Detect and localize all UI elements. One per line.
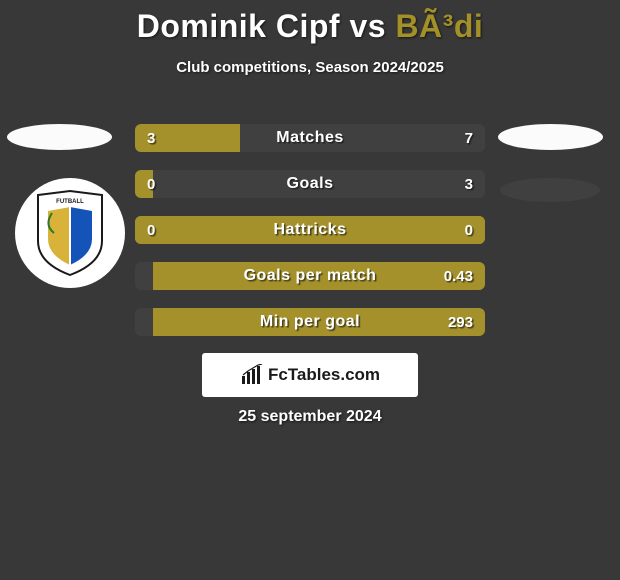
stat-bar-label: Matches bbox=[135, 124, 485, 152]
player2-name: BÃ³di bbox=[395, 8, 483, 44]
date-text: 25 september 2024 bbox=[0, 408, 620, 426]
stat-bar-right-value: 0.43 bbox=[444, 262, 473, 290]
logo-text: FcTables.com bbox=[268, 365, 380, 385]
stat-bar: Goals0 3 bbox=[135, 170, 485, 198]
stat-bar-left-value: 0 bbox=[147, 170, 155, 198]
club-crest-icon: FUTBALL bbox=[15, 178, 125, 288]
stats-bars: Matches37Goals03Hattricks00Goals per mat… bbox=[135, 124, 485, 354]
player2-club-placeholder-icon bbox=[500, 178, 600, 202]
stat-bar-label: Goals per match bbox=[135, 262, 485, 290]
barchart-icon bbox=[240, 364, 264, 386]
fctables-logo: FcTables.com bbox=[202, 353, 418, 397]
svg-text:FUTBALL: FUTBALL bbox=[56, 199, 84, 205]
player2-placeholder-icon bbox=[498, 124, 603, 150]
stat-bar: Goals per match0.43 bbox=[135, 262, 485, 290]
stat-bar: Matches3 7 bbox=[135, 124, 485, 152]
stat-bar-label: Hattricks bbox=[135, 216, 485, 244]
stat-bar-right-value: 293 bbox=[448, 308, 473, 336]
stat-bar-right-value: 7 bbox=[465, 124, 473, 152]
vs-text: vs bbox=[340, 8, 395, 44]
subtitle: Club competitions, Season 2024/2025 bbox=[0, 59, 620, 76]
stat-bar-left-value: 0 bbox=[147, 216, 155, 244]
stat-bar-right-value: 3 bbox=[465, 170, 473, 198]
stat-bar-right-value: 0 bbox=[465, 216, 473, 244]
player1-name: Dominik Cipf bbox=[137, 8, 340, 44]
stat-bar: Hattricks0 0 bbox=[135, 216, 485, 244]
stat-bar-label: Min per goal bbox=[135, 308, 485, 336]
player1-placeholder-icon bbox=[7, 124, 112, 150]
stat-bar: Min per goal293 bbox=[135, 308, 485, 336]
stat-bar-label: Goals bbox=[135, 170, 485, 198]
page-title: Dominik Cipf vs BÃ³di bbox=[0, 0, 620, 45]
stat-bar-left-value: 3 bbox=[147, 124, 155, 152]
